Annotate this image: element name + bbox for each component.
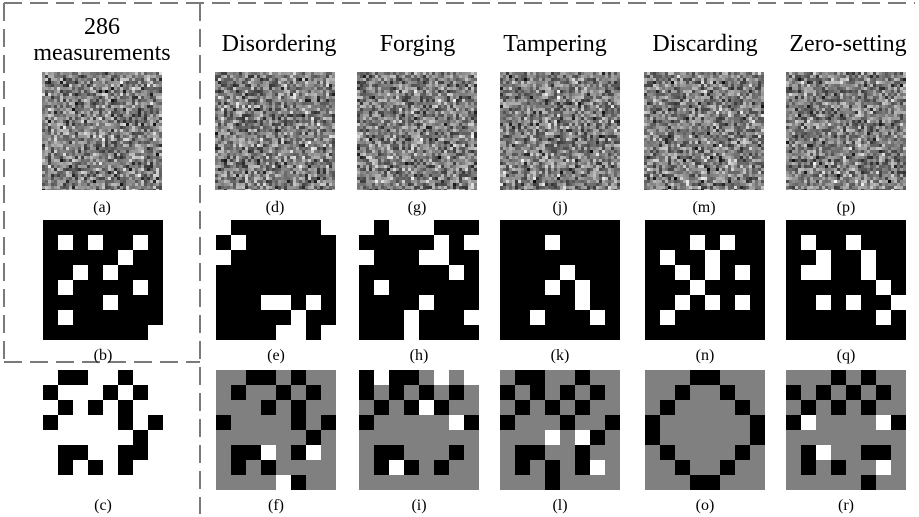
caption-g: (g) <box>407 199 427 216</box>
tile-e-pattern <box>216 220 336 340</box>
caption-j: (j) <box>552 199 568 216</box>
left-header: 286 measurements <box>4 14 200 66</box>
header-discarding: Discarding <box>652 31 758 57</box>
caption-i: (i) <box>411 497 427 514</box>
tile-o-pattern <box>645 370 765 490</box>
tile-r-pattern <box>786 370 906 490</box>
caption-e: (e) <box>267 347 285 364</box>
caption-r: (r) <box>838 497 854 514</box>
caption-h: (h) <box>409 347 429 364</box>
tile-k-pattern <box>500 220 620 340</box>
tile-f-pattern <box>216 370 336 490</box>
caption-f: (f) <box>268 497 284 514</box>
header-tampering: Tampering <box>503 31 607 57</box>
caption-d: (d) <box>265 199 285 216</box>
tile-h-pattern <box>359 220 479 340</box>
left-header-count: 286 <box>84 14 120 40</box>
left-header-label: measurements <box>33 40 171 66</box>
tile-p-noise <box>786 72 906 190</box>
caption-c: (c) <box>94 497 112 514</box>
tile-i-pattern <box>359 370 479 490</box>
caption-k: (k) <box>550 347 570 364</box>
caption-o: (o) <box>695 497 715 514</box>
caption-l: (l) <box>552 497 568 514</box>
caption-m: (m) <box>692 199 716 216</box>
caption-b: (b) <box>93 347 113 364</box>
tile-j-noise <box>500 72 620 190</box>
header-zero-setting: Zero-setting <box>789 31 907 57</box>
tile-n-pattern <box>645 220 765 340</box>
caption-n: (n) <box>695 347 715 364</box>
tile-g-noise <box>357 72 477 190</box>
tile-c-pattern <box>43 370 163 490</box>
header-forging: Forging <box>379 31 456 57</box>
caption-p: (p) <box>836 199 856 216</box>
tile-q-pattern <box>786 220 906 340</box>
caption-q: (q) <box>836 347 856 364</box>
tile-b-pattern <box>43 220 163 340</box>
header-disordering: Disordering <box>221 31 337 57</box>
tile-d-noise <box>215 72 335 190</box>
tile-a-noise <box>42 72 162 190</box>
caption-a: (a) <box>93 199 111 216</box>
tile-l-pattern <box>500 370 620 490</box>
tile-m-noise <box>644 72 764 190</box>
